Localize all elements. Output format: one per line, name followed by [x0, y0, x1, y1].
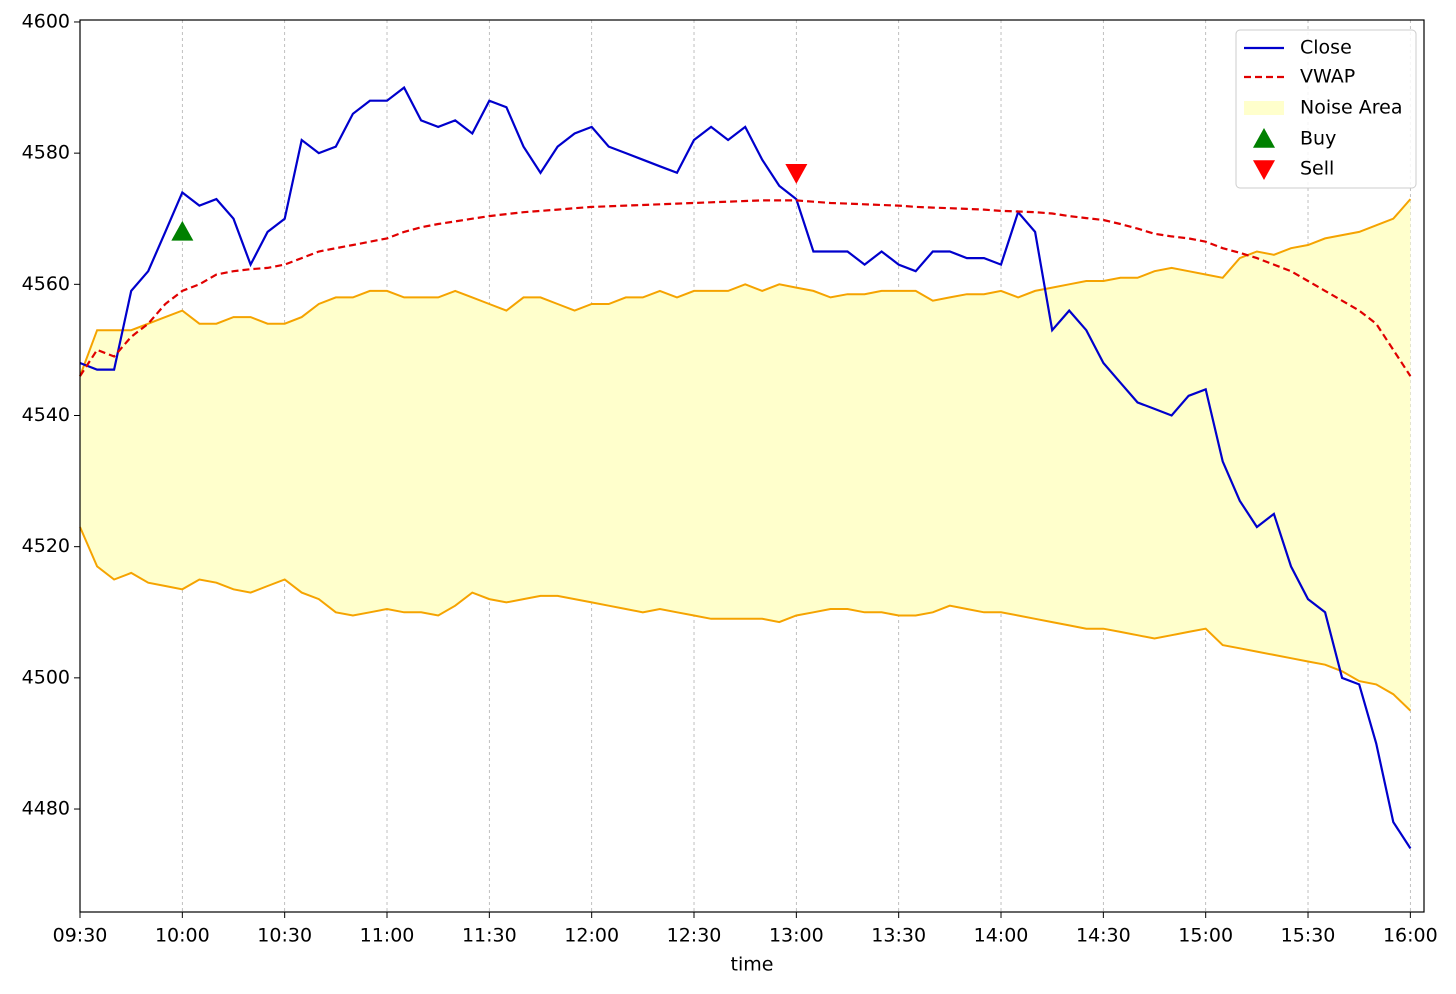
- x-tick-label: 10:30: [257, 925, 312, 947]
- x-tick-label: 11:00: [360, 925, 415, 947]
- noise-area: [80, 199, 1411, 711]
- y-tick-label: 4600: [22, 10, 70, 32]
- signal-marker: [785, 164, 808, 184]
- noise-lower-line: [79, 526, 1412, 712]
- signal-marker: [171, 220, 194, 241]
- legend-label: VWAP: [1300, 66, 1355, 88]
- y-tick-label: 4480: [22, 798, 70, 820]
- legend-label: Sell: [1300, 158, 1334, 180]
- y-tick-label: 4500: [22, 666, 70, 688]
- y-tick-label: 4580: [22, 142, 70, 164]
- legend-box: [1235, 29, 1417, 189]
- y-tick-label: 4540: [22, 404, 70, 426]
- y-tick-label: 4560: [22, 273, 70, 295]
- x-axis-label: time: [731, 954, 774, 976]
- x-tick-label: 15:30: [1281, 925, 1336, 947]
- x-tick-label: 15:00: [1178, 925, 1233, 947]
- plot-frame: [79, 19, 1425, 913]
- series-line: [79, 199, 1412, 377]
- x-tick-label: 12:00: [564, 925, 619, 947]
- x-tick-label: 11:30: [462, 925, 517, 947]
- legend: Close VWAP Noise Area Buy Sell: [1235, 29, 1417, 189]
- x-tick-label: 16:00: [1383, 925, 1438, 947]
- series-line: [79, 85, 1412, 849]
- x-tick-label: 14:30: [1076, 925, 1131, 947]
- legend-label: Close: [1300, 37, 1352, 59]
- y-tick-label: 4520: [22, 535, 70, 557]
- legend-swatch: [1253, 160, 1275, 180]
- x-tick-label: 13:00: [769, 925, 824, 947]
- legend-swatch: [1253, 128, 1275, 148]
- noise-upper-line: [79, 198, 1412, 377]
- x-tick-label: 14:00: [974, 925, 1029, 947]
- legend-swatch: [1244, 101, 1284, 115]
- x-tick-label: 10:00: [155, 925, 210, 947]
- x-tick-label: 09:30: [53, 925, 108, 947]
- legend-label: Buy: [1300, 128, 1336, 150]
- legend-label: Noise Area: [1300, 97, 1402, 119]
- x-tick-label: 12:30: [667, 925, 722, 947]
- x-tick-label: 13:30: [871, 925, 926, 947]
